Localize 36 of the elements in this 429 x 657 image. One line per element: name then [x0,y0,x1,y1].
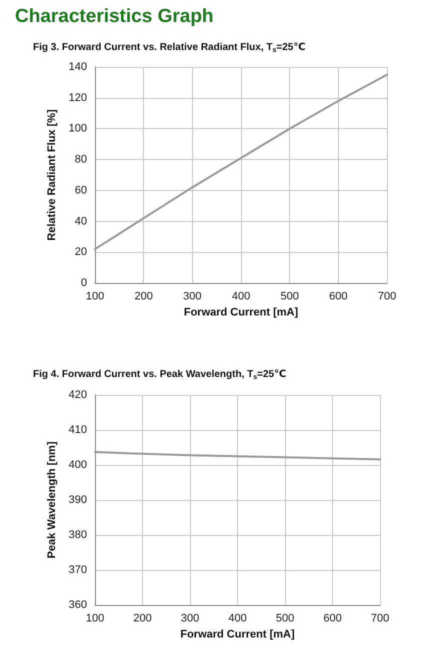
y-axis-title: Peak Wavelength [nm] [46,441,58,558]
x-tick-label: 300 [183,290,202,302]
y-tick-label: 410 [68,424,87,436]
x-tick-label: 400 [228,612,247,624]
x-tick-label: 100 [86,290,104,302]
y-tick-label: 420 [68,389,87,401]
y-tick-label: 370 [68,564,87,576]
y-tick-label: 20 [74,246,87,258]
x-tick-label: 200 [133,612,152,624]
y-tick-label: 0 [80,277,87,289]
y-tick-label: 60 [74,184,87,196]
y-tick-label: 80 [74,154,87,166]
y-tick-label: 360 [68,599,87,611]
x-tick-label: 500 [276,612,294,624]
y-tick-label: 40 [74,215,87,228]
line-series [94,74,388,250]
x-tick-label: 600 [323,612,342,624]
x-axis-title: Forward Current [mA] [184,306,298,318]
x-tick-label: 700 [378,290,396,302]
x-tick-label: 300 [180,612,200,624]
x-tick-label: 500 [280,290,299,302]
line-series [94,451,381,460]
x-tick-label: 400 [232,290,250,302]
y-tick-label: 400 [68,459,87,471]
y-tick-label: 140 [68,61,87,73]
chart-title: Characteristics Graph [15,6,214,27]
y-tick-label: 380 [68,529,87,541]
y-tick-label: 100 [68,122,87,135]
y-tick-label: 120 [68,92,87,104]
x-tick-label: 200 [134,290,153,302]
x-tick-label: 700 [370,612,390,624]
y-tick-label: 390 [68,494,87,506]
x-axis-title: Forward Current [mA] [180,628,295,640]
x-tick-label: 100 [86,612,104,624]
y-axis-title: Relative Radiant Flux [%] [46,108,58,241]
x-tick-label: 600 [329,290,348,302]
